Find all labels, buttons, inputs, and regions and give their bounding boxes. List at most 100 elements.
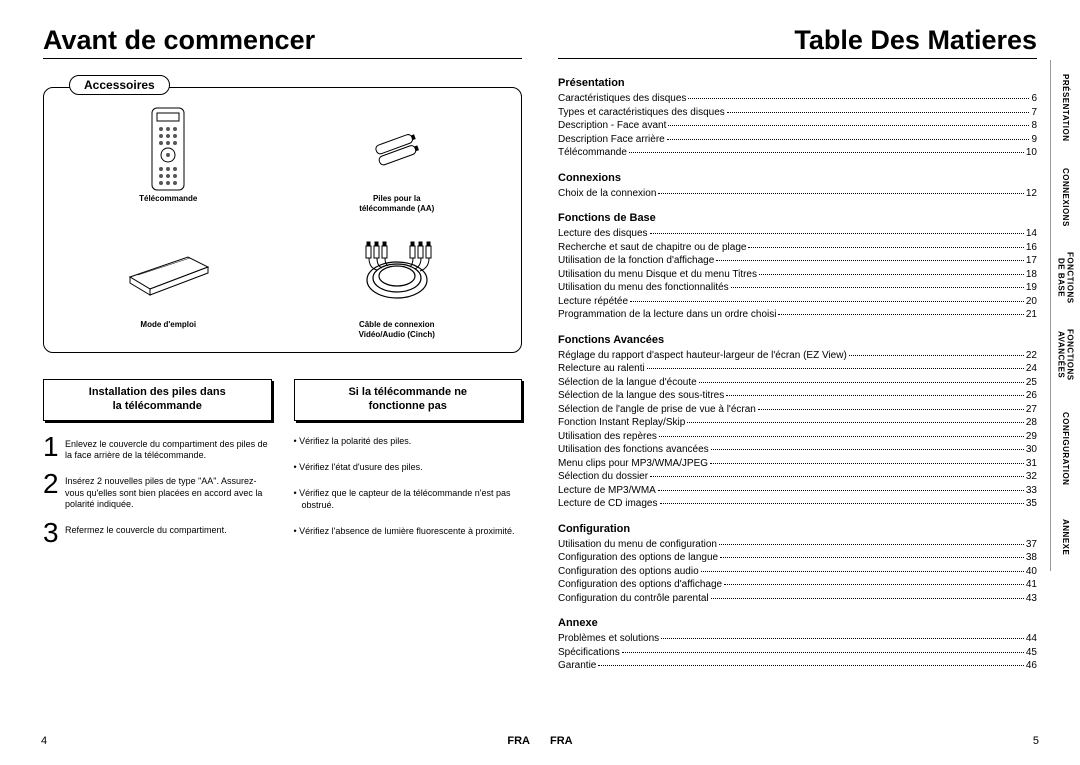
toc-page: 9 [1031,133,1037,147]
install-batteries-heading: Installation des piles dansla télécomman… [43,379,272,421]
toc-page: 16 [1026,241,1037,255]
toc-page: 43 [1026,592,1037,606]
toc-label: Lecture répétée [558,295,628,309]
toc-label: Télécommande [558,146,627,160]
toc-label: Lecture de CD images [558,497,658,511]
toc-row: Problèmes et solutions44 [558,632,1037,646]
toc-leader-dots [668,125,1029,126]
accessory-cable: Câble de connexionVidéo/Audio (Cinch) [293,232,502,340]
step: 1Enlevez le couvercle du compartiment de… [43,435,272,462]
toc-leader-dots [719,544,1024,545]
accessory-caption: Télécommande [64,194,273,204]
table-of-contents: PrésentationCaractéristiques des disques… [558,77,1037,673]
toc-page: 20 [1026,295,1037,309]
toc-page: 8 [1031,119,1037,133]
toc-row: Programmation de la lecture dans un ordr… [558,308,1037,322]
side-tabs: PRÉSENTATIONCONNEXIONSFONCTIONSDE BASEFO… [1050,60,1080,571]
page-right: Table Des Matieres PrésentationCaractéri… [540,25,1045,747]
toc-leader-dots [711,449,1024,450]
page-left: Avant de commencer Accessoires [35,25,540,747]
toc-page: 31 [1026,457,1037,471]
toc-leader-dots [710,463,1024,464]
toc-label: Spécifications [558,646,620,660]
toc-leader-dots [724,584,1024,585]
language-code: FRA [507,735,530,747]
toc-label: Menu clips pour MP3/WMA/JPEG [558,457,708,471]
toc-label: Utilisation de la fonction d'affichage [558,254,714,268]
toc-page: 24 [1026,362,1037,376]
toc-page: 19 [1026,281,1037,295]
bullet: Vérifiez l'état d'usure des piles. [294,461,523,473]
batteries-icon [293,106,502,192]
toc-row: Lecture de CD images 35 [558,497,1037,511]
side-tab: FONCTIONSDE BASE [1050,240,1080,315]
toc-label: Utilisation du menu Disque et du menu Ti… [558,268,757,282]
step: 3Refermez le couvercle du compartiment. [43,521,272,545]
toc-section-heading: Fonctions de Base [558,212,1037,224]
toc-section: ConnexionsChoix de la connexion12 [558,172,1037,201]
toc-leader-dots [778,314,1023,315]
toc-label: Utilisation du menu des fonctionnalités [558,281,729,295]
toc-leader-dots [716,260,1024,261]
toc-label: Configuration des options audio [558,565,699,579]
toc-leader-dots [659,436,1024,437]
toc-page: 28 [1026,416,1037,430]
install-steps: 1Enlevez le couvercle du compartiment de… [43,435,272,545]
side-tab: ANNEXE [1050,503,1080,571]
toc-label: Sélection de la langue d'écoute [558,376,697,390]
accessory-caption: Câble de connexionVidéo/Audio (Cinch) [293,320,502,340]
toc-label: Utilisation du menu de configuration [558,538,717,552]
toc-page: 18 [1026,268,1037,282]
toc-page: 41 [1026,578,1037,592]
toc-page: 25 [1026,376,1037,390]
toc-section: Fonctions AvancéesRéglage du rapport d'a… [558,334,1037,511]
toc-section: ConfigurationUtilisation du menu de conf… [558,523,1037,606]
toc-page: 17 [1026,254,1037,268]
toc-label: Recherche et saut de chapitre ou de plag… [558,241,746,255]
side-tab: CONNEXIONS [1050,155,1080,240]
toc-label: Configuration des options d'affichage [558,578,722,592]
toc-leader-dots [650,233,1024,234]
toc-row: Utilisation de la fonction d'affichage 17 [558,254,1037,268]
toc-leader-dots [687,422,1024,423]
toc-page: 40 [1026,565,1037,579]
toc-page: 30 [1026,443,1037,457]
accessory-remote: Télécommande [64,106,273,214]
toc-page: 38 [1026,551,1037,565]
toc-page: 33 [1026,484,1037,498]
toc-row: Caractéristiques des disques6 [558,92,1037,106]
toc-row: Télécommande10 [558,146,1037,160]
toc-label: Description Face arrière [558,133,665,147]
toc-row: Sélection de la langue d'écoute 25 [558,376,1037,390]
toc-leader-dots [667,139,1030,140]
accessory-caption: Piles pour latélécommande (AA) [293,194,502,214]
toc-leader-dots [630,301,1024,302]
step: 2Insérez 2 nouvelles piles de type "AA".… [43,472,272,511]
accessory-caption: Mode d'emploi [64,320,273,330]
toc-leader-dots [758,409,1024,410]
toc-leader-dots [701,571,1024,572]
toc-row: Garantie46 [558,659,1037,673]
toc-page: 27 [1026,403,1037,417]
toc-page: 35 [1026,497,1037,511]
toc-row: Description Face arrière 9 [558,133,1037,147]
toc-page: 26 [1026,389,1037,403]
toc-leader-dots [622,652,1024,653]
toc-leader-dots [759,274,1024,275]
toc-label: Réglage du rapport d'aspect hauteur-larg… [558,349,847,363]
toc-leader-dots [699,382,1024,383]
toc-leader-dots [658,490,1024,491]
page-number: 4 [41,735,47,747]
toc-page: 32 [1026,470,1037,484]
troubleshoot-col: Si la télécommande nefonctionne pas Véri… [294,379,523,555]
bullet: Vérifiez l'absence de lumière fluorescen… [294,525,523,537]
toc-label: Sélection du dossier [558,470,648,484]
bullet: Vérifiez la polarité des piles. [294,435,523,447]
cable-icon [293,232,502,318]
page-title-left: Avant de commencer [43,25,522,59]
accessories-label: Accessoires [69,75,170,95]
bullet: Vérifiez que le capteur de la télécomman… [294,487,523,511]
toc-row: Utilisation du menu de configuration37 [558,538,1037,552]
toc-label: Description - Face avant [558,119,666,133]
toc-label: Configuration des options de langue [558,551,718,565]
